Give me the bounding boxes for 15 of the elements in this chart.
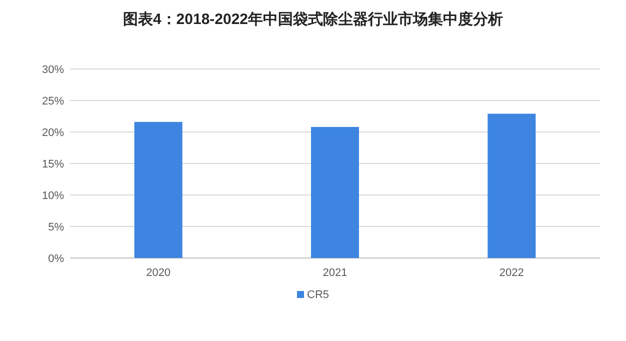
legend-label: CR5 (307, 289, 330, 301)
y-tick-label: 25% (42, 96, 64, 108)
y-tick-label: 10% (42, 190, 64, 202)
x-tick-label: 2021 (322, 267, 348, 279)
y-tick-label: 5% (48, 222, 64, 234)
chart-title: 图表4：2018-2022年中国袋式除尘器行业市场集中度分析 (122, 10, 504, 28)
bar (134, 122, 182, 258)
y-tick-label: 0% (48, 253, 64, 265)
y-tick-label: 20% (42, 127, 64, 139)
bar (311, 126, 359, 258)
y-tick-label: 15% (42, 158, 64, 170)
x-tick-label: 2020 (146, 267, 171, 279)
bar (488, 114, 536, 258)
y-tick-label: 30% (42, 64, 64, 76)
x-tick-label: 2022 (499, 267, 524, 279)
